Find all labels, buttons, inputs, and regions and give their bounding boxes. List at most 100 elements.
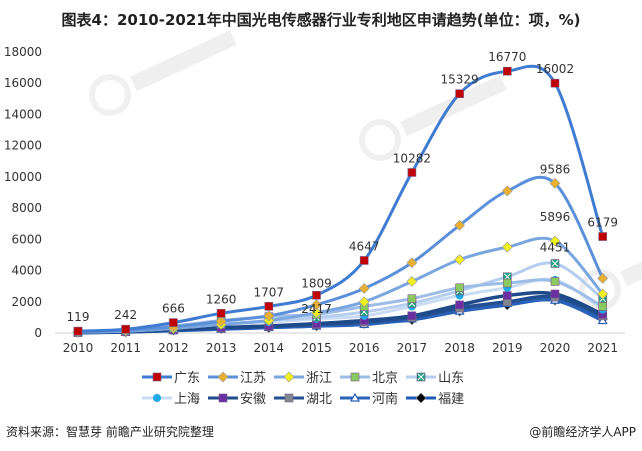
series-江苏 bbox=[72, 175, 609, 338]
data-label: 6179 bbox=[587, 216, 618, 230]
data-point bbox=[454, 254, 466, 266]
data-label: 1260 bbox=[206, 292, 237, 306]
legend-swatch bbox=[274, 371, 305, 382]
data-point bbox=[312, 290, 321, 300]
data-point bbox=[502, 291, 512, 300]
legend-label: 安徽 bbox=[240, 392, 267, 407]
y-tick-label: 16000 bbox=[4, 76, 42, 90]
data-point bbox=[311, 307, 322, 319]
legend-marker bbox=[350, 372, 360, 381]
legend-label: 河南 bbox=[372, 392, 399, 407]
data-point bbox=[407, 168, 417, 177]
data-point bbox=[501, 241, 513, 253]
data-point bbox=[550, 289, 560, 299]
legend-label: 北京 bbox=[372, 371, 399, 386]
data-point bbox=[549, 235, 561, 247]
legend-marker bbox=[152, 372, 162, 381]
legend-item: 北京 bbox=[338, 367, 398, 386]
legend-swatch bbox=[274, 393, 305, 402]
y-tick-label: 8000 bbox=[11, 201, 42, 215]
data-point bbox=[121, 324, 130, 334]
legend-row: 上海 安徽 湖北 河南 福建 bbox=[140, 387, 520, 408]
data-label: 2417 bbox=[301, 302, 332, 316]
watermark-logo bbox=[359, 75, 507, 161]
legend-marker-x bbox=[417, 373, 425, 380]
legend-item: 上海 bbox=[140, 388, 200, 407]
data-label: 242 bbox=[114, 308, 137, 322]
x-tick-label: 2010 bbox=[63, 341, 94, 355]
legend-label: 上海 bbox=[174, 392, 201, 407]
data-point bbox=[73, 326, 83, 336]
data-point bbox=[169, 318, 178, 327]
data-label: 9586 bbox=[540, 162, 571, 176]
legend-swatch bbox=[208, 393, 239, 402]
x-tick-label: 2019 bbox=[492, 341, 523, 355]
y-tick-label: 0 bbox=[34, 326, 42, 340]
data-point bbox=[550, 78, 560, 88]
legend-item: 河南 bbox=[338, 388, 398, 407]
data-point bbox=[264, 302, 274, 311]
watermark-logo-bar bbox=[130, 30, 237, 92]
legend-label: 浙江 bbox=[306, 371, 333, 386]
data-point bbox=[454, 219, 466, 231]
data-point bbox=[598, 302, 608, 311]
legend-row: 广东 江苏 浙江 北京 山东 bbox=[140, 366, 520, 387]
legend-marker bbox=[283, 371, 295, 382]
legend-label: 湖北 bbox=[306, 392, 333, 407]
data-point bbox=[549, 177, 561, 189]
data-label: 10282 bbox=[393, 151, 431, 165]
data-point bbox=[358, 283, 370, 294]
x-tick-label: 2017 bbox=[397, 341, 428, 355]
data-point-x bbox=[551, 260, 559, 267]
data-point bbox=[407, 294, 417, 303]
legend-marker bbox=[218, 393, 228, 402]
data-label: 16002 bbox=[536, 62, 574, 76]
legend-marker bbox=[217, 371, 229, 382]
x-tick-label: 2014 bbox=[254, 341, 285, 355]
x-tick-label: 2018 bbox=[444, 341, 475, 355]
x-tick-label: 2013 bbox=[206, 341, 237, 355]
data-point bbox=[598, 232, 608, 241]
legend-swatch bbox=[142, 372, 172, 381]
y-tick-label: 12000 bbox=[4, 139, 42, 153]
legend-label: 山东 bbox=[438, 371, 465, 386]
chart-title: 图表4：2010-2021年中国光电传感器行业专利地区申请趋势(单位：项，%) bbox=[61, 11, 581, 29]
watermark-logo bbox=[579, 225, 642, 311]
data-point bbox=[455, 283, 464, 293]
legend-label: 福建 bbox=[438, 392, 465, 407]
data-point bbox=[311, 299, 322, 311]
data-point bbox=[406, 276, 418, 287]
data-label: 4647 bbox=[349, 239, 380, 253]
data-point bbox=[358, 296, 370, 308]
data-label: 1809 bbox=[301, 276, 332, 290]
data-label: 5896 bbox=[540, 210, 571, 224]
x-tick-label: 2012 bbox=[158, 341, 189, 355]
watermark-logo-bar bbox=[620, 225, 642, 287]
y-tick-label: 4000 bbox=[11, 264, 42, 278]
data-point bbox=[406, 257, 418, 269]
legend-item: 湖北 bbox=[272, 388, 332, 407]
legend-item: 广东 bbox=[140, 367, 200, 386]
data-point bbox=[263, 310, 275, 322]
legend-item: 山东 bbox=[404, 367, 464, 386]
data-point bbox=[501, 185, 513, 197]
data-point bbox=[216, 309, 226, 318]
watermark-logo-bar bbox=[400, 75, 507, 137]
x-tick-label: 2016 bbox=[349, 341, 380, 355]
data-point bbox=[215, 315, 227, 327]
y-tick-label: 14000 bbox=[4, 107, 42, 121]
legend-marker bbox=[350, 392, 361, 402]
source-note: 资料来源：智慧芽 前瞻产业研究院整理 bbox=[6, 425, 214, 439]
data-label: 666 bbox=[162, 302, 185, 316]
legend-marker bbox=[153, 393, 161, 402]
watermark-logo bbox=[89, 30, 237, 116]
data-point bbox=[502, 66, 512, 76]
data-label: 1707 bbox=[254, 285, 285, 299]
legend-marker bbox=[415, 392, 427, 403]
x-tick-label: 2011 bbox=[110, 341, 141, 355]
legend-item: 浙江 bbox=[272, 367, 332, 386]
legend-label: 江苏 bbox=[240, 371, 267, 386]
data-label: 119 bbox=[67, 310, 90, 324]
